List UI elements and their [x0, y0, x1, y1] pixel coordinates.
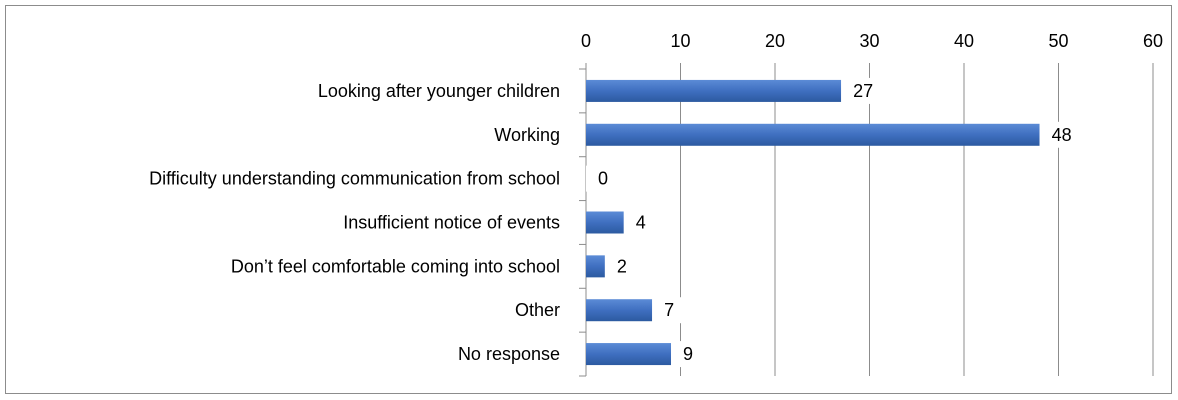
data-label: 4	[636, 213, 646, 233]
bar	[586, 79, 842, 102]
bar	[586, 255, 605, 278]
data-label-background	[671, 341, 702, 368]
data-label-background	[604, 253, 635, 280]
data-label-background	[652, 297, 683, 324]
bar	[586, 343, 672, 366]
category-label: Insufficient notice of events	[343, 213, 560, 233]
data-label: 9	[683, 344, 693, 364]
x-tick-label: 60	[1143, 31, 1163, 51]
gridlines	[585, 63, 1154, 376]
category-label: No response	[458, 344, 560, 364]
data-label-background	[586, 165, 616, 192]
data-label: 7	[664, 300, 674, 320]
data-label: 0	[598, 169, 608, 189]
data-label: 48	[1052, 125, 1072, 145]
data-label: 2	[617, 256, 627, 276]
data-label-background	[1039, 121, 1070, 148]
bar	[586, 299, 653, 322]
category-label: Looking after younger children	[318, 81, 560, 101]
x-tick-labels: 0 10 20 30 40 50 60	[581, 31, 1163, 51]
data-label-background	[841, 77, 872, 104]
x-tick-label: 10	[670, 31, 690, 51]
bar	[586, 123, 1040, 146]
category-axis	[579, 68, 587, 377]
category-label: Working	[494, 125, 560, 145]
bar	[586, 211, 624, 234]
data-label-background	[623, 209, 654, 236]
category-label: Don’t feel comfortable coming into schoo…	[231, 256, 560, 276]
chart-frame	[5, 5, 1172, 394]
x-tick-label: 0	[581, 31, 591, 51]
category-label: Other	[515, 300, 560, 320]
x-tick-label: 20	[765, 31, 785, 51]
category-label: Difficulty understanding communication f…	[149, 169, 560, 189]
x-tick-label: 40	[954, 31, 974, 51]
x-tick-label: 50	[1048, 31, 1068, 51]
x-tick-label: 30	[859, 31, 879, 51]
data-label: 27	[853, 81, 873, 101]
category-labels: Looking after younger children Working Dif…	[149, 81, 560, 364]
bars	[586, 79, 1040, 366]
